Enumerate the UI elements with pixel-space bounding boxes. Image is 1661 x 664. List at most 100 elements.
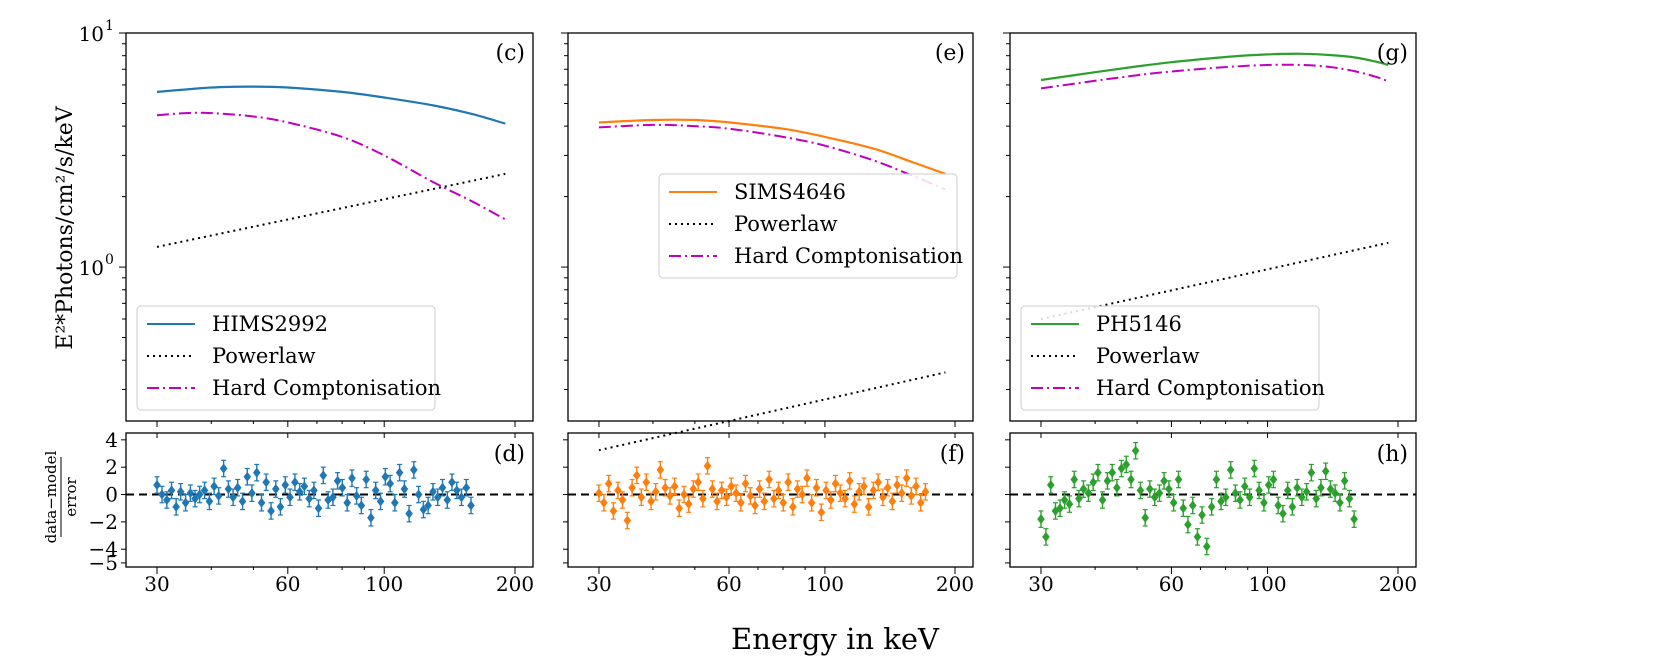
diamond-marker bbox=[214, 490, 223, 501]
data-point bbox=[1264, 476, 1273, 494]
spectrum-panel-e bbox=[598, 118, 946, 452]
data-point bbox=[765, 470, 773, 489]
data-point bbox=[1221, 488, 1230, 507]
diamond-marker bbox=[1155, 488, 1164, 499]
data-point bbox=[1127, 470, 1135, 489]
data-point bbox=[689, 480, 698, 498]
legend-label: Powerlaw bbox=[734, 212, 838, 236]
data-point bbox=[722, 488, 731, 507]
residual-y-tick-label: 4 bbox=[105, 428, 118, 452]
data-point bbox=[371, 481, 380, 500]
diamond-marker bbox=[1198, 510, 1206, 521]
data-point bbox=[746, 487, 755, 505]
diamond-marker bbox=[438, 482, 447, 493]
data-point bbox=[595, 484, 603, 502]
diamond-marker bbox=[675, 503, 683, 514]
legend-box bbox=[1020, 305, 1320, 411]
data-point bbox=[1207, 498, 1216, 516]
diamond-marker bbox=[694, 477, 702, 488]
diamond-marker bbox=[367, 512, 375, 523]
data-point bbox=[628, 478, 636, 497]
data-point bbox=[1240, 477, 1249, 496]
data-point bbox=[286, 488, 294, 507]
diamond-marker bbox=[1302, 486, 1311, 497]
diamond-marker bbox=[670, 481, 679, 492]
data-point bbox=[167, 481, 176, 500]
legend-label: Hard Comptonisation bbox=[1096, 376, 1325, 400]
diamond-marker bbox=[893, 479, 901, 490]
diamond-marker bbox=[252, 467, 261, 478]
series-line-sims4646 bbox=[598, 118, 946, 175]
data-point bbox=[614, 481, 622, 500]
diamond-marker bbox=[1056, 503, 1064, 514]
diamond-marker bbox=[1169, 497, 1178, 508]
diamond-marker bbox=[305, 493, 313, 504]
data-point bbox=[1094, 463, 1102, 482]
diamond-marker bbox=[1160, 475, 1168, 486]
data-point bbox=[1312, 489, 1321, 508]
data-point bbox=[1283, 481, 1292, 500]
diamond-marker bbox=[836, 488, 845, 499]
data-point bbox=[656, 461, 665, 479]
diamond-marker bbox=[1236, 495, 1244, 505]
diamond-marker bbox=[276, 501, 285, 512]
data-point bbox=[191, 489, 199, 508]
data-point bbox=[348, 469, 356, 487]
legend-label: Hard Comptonisation bbox=[734, 244, 963, 268]
data-point bbox=[751, 496, 759, 515]
data-point bbox=[1188, 496, 1197, 515]
residual-y-axis-label: data−model error bbox=[42, 450, 80, 543]
diamond-marker bbox=[713, 496, 721, 507]
data-point bbox=[333, 472, 342, 490]
data-point bbox=[902, 469, 911, 487]
diamond-marker bbox=[1245, 492, 1254, 503]
panel-letter: (d) bbox=[494, 442, 525, 467]
x-tick-label: 30 bbox=[144, 572, 169, 596]
data-point bbox=[419, 500, 428, 519]
data-point bbox=[210, 477, 218, 496]
data-point bbox=[1279, 504, 1287, 523]
diamond-marker bbox=[1103, 475, 1112, 486]
data-point bbox=[907, 487, 916, 505]
data-point bbox=[367, 508, 375, 527]
data-point bbox=[352, 487, 361, 505]
diamond-marker bbox=[661, 482, 669, 493]
diamond-marker bbox=[158, 489, 166, 500]
data-point bbox=[1084, 484, 1093, 502]
diamond-marker bbox=[429, 486, 437, 497]
diamond-marker bbox=[651, 486, 660, 497]
data-point bbox=[1075, 489, 1083, 508]
diamond-marker bbox=[1207, 501, 1216, 512]
legend-box bbox=[658, 173, 958, 279]
diamond-marker bbox=[329, 492, 337, 503]
data-point bbox=[1046, 476, 1055, 494]
diamond-marker bbox=[1231, 488, 1240, 499]
panel-frames: (c) HIMS2992 Powerlaw Hard Comptonisation (e… bbox=[79, 18, 1418, 596]
diamond-marker bbox=[310, 485, 318, 496]
diamond-marker bbox=[186, 488, 195, 499]
data-point bbox=[376, 492, 385, 511]
data-point bbox=[793, 480, 802, 498]
data-point bbox=[717, 481, 726, 500]
diamond-marker bbox=[181, 497, 190, 508]
diamond-marker bbox=[618, 495, 627, 505]
data-point bbox=[632, 466, 641, 485]
data-point bbox=[1160, 472, 1168, 490]
legend-label: SIMS4646 bbox=[734, 180, 846, 204]
diamond-marker bbox=[400, 484, 409, 495]
data-point bbox=[391, 493, 399, 512]
data-point bbox=[1302, 482, 1311, 501]
data-point bbox=[467, 496, 475, 515]
data-point bbox=[741, 474, 750, 493]
data-point bbox=[338, 478, 347, 497]
data-point bbox=[395, 463, 404, 482]
data-point bbox=[281, 476, 290, 494]
diamond-marker bbox=[727, 481, 736, 492]
data-point bbox=[405, 504, 413, 523]
diamond-marker bbox=[362, 474, 371, 485]
x-tick-label: 60 bbox=[716, 572, 741, 596]
data-point bbox=[713, 492, 721, 511]
diamond-marker bbox=[300, 481, 309, 492]
diamond-marker bbox=[1212, 474, 1221, 485]
data-point bbox=[1202, 537, 1211, 556]
